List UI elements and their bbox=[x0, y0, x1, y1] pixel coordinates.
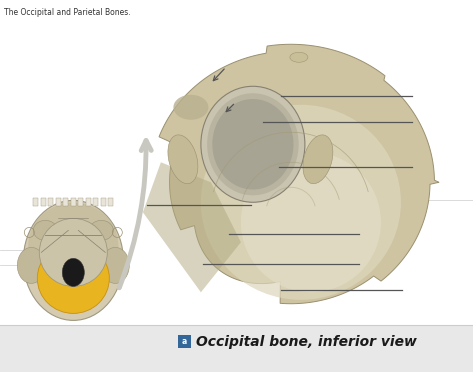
Ellipse shape bbox=[37, 243, 109, 313]
Bar bbox=[0, 325, 473, 372]
Ellipse shape bbox=[89, 220, 114, 240]
Ellipse shape bbox=[62, 259, 84, 286]
Ellipse shape bbox=[18, 247, 45, 283]
Bar bbox=[48, 198, 53, 206]
Text: a: a bbox=[182, 337, 187, 346]
Bar bbox=[108, 198, 114, 206]
Ellipse shape bbox=[290, 52, 308, 62]
Ellipse shape bbox=[201, 86, 305, 202]
Ellipse shape bbox=[207, 93, 298, 195]
Bar bbox=[41, 198, 46, 206]
Bar bbox=[63, 198, 68, 206]
Bar bbox=[101, 198, 106, 206]
Ellipse shape bbox=[168, 135, 198, 184]
Polygon shape bbox=[159, 44, 439, 304]
Bar bbox=[93, 198, 98, 206]
Ellipse shape bbox=[23, 201, 123, 320]
Ellipse shape bbox=[201, 105, 401, 300]
Polygon shape bbox=[143, 162, 241, 292]
Ellipse shape bbox=[39, 218, 107, 286]
Ellipse shape bbox=[303, 135, 333, 184]
Bar bbox=[56, 198, 61, 206]
Bar bbox=[71, 198, 76, 206]
Text: Occipital bone, inferior view: Occipital bone, inferior view bbox=[196, 335, 417, 349]
Bar bbox=[178, 335, 191, 348]
Ellipse shape bbox=[101, 247, 129, 283]
Ellipse shape bbox=[241, 152, 381, 292]
Bar bbox=[79, 198, 83, 206]
Ellipse shape bbox=[28, 203, 118, 288]
Ellipse shape bbox=[33, 220, 57, 240]
Ellipse shape bbox=[212, 99, 293, 189]
Text: The Occipital and Parietal Bones.: The Occipital and Parietal Bones. bbox=[4, 8, 131, 17]
Bar bbox=[33, 198, 38, 206]
Ellipse shape bbox=[174, 95, 209, 120]
Bar bbox=[86, 198, 91, 206]
